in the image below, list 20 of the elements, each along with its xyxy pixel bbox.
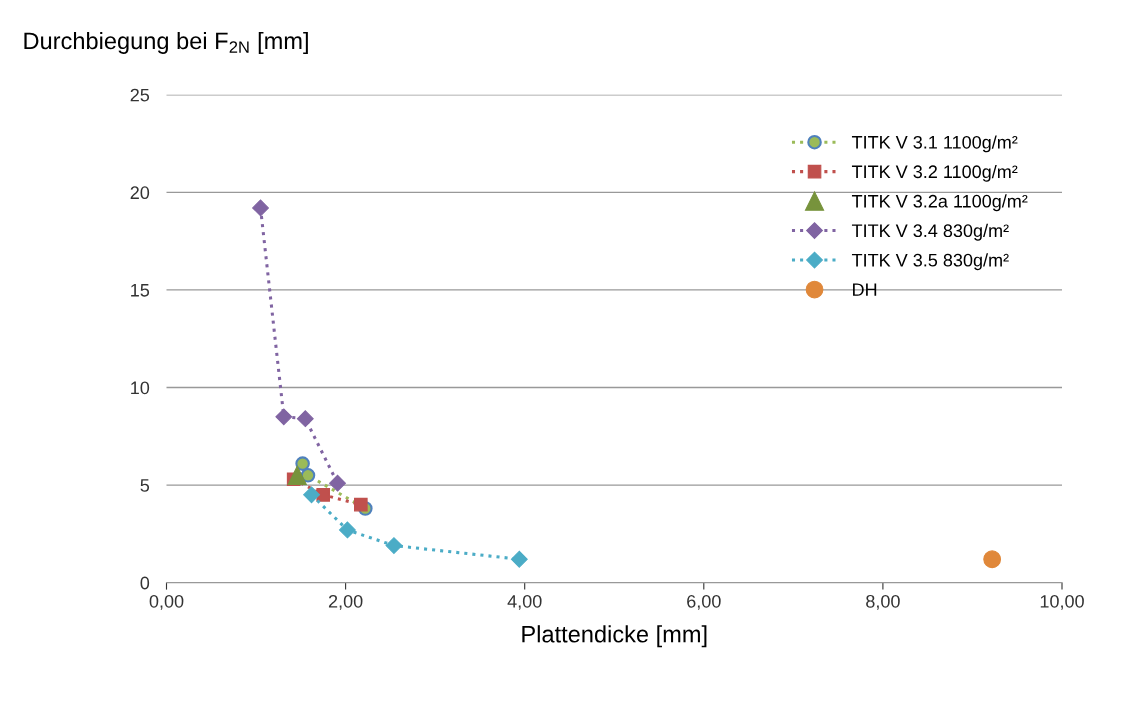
x-tick-label: 6,00 bbox=[687, 594, 721, 610]
x-axis-title: Plattendicke [mm] bbox=[522, 625, 707, 648]
y-tick-label: 0 bbox=[140, 576, 150, 590]
x-tick-label: 0,00 bbox=[149, 594, 184, 610]
y-tick-label: 5 bbox=[140, 479, 150, 492]
legend-label: TITK V 3.1 1100g/m² bbox=[851, 135, 1018, 153]
y-tick-label: 25 bbox=[130, 88, 150, 102]
y-tick-label: 20 bbox=[130, 186, 150, 200]
legend-label: TITK V 3.4 830g/m² bbox=[851, 223, 1009, 241]
x-tick-label: 10,00 bbox=[1040, 594, 1084, 610]
legend-label: DH bbox=[853, 283, 877, 296]
legend-label: TITK V 3.5 830g/m² bbox=[851, 253, 1009, 271]
legend-label: TITK V 3.2 1100g/m² bbox=[851, 164, 1018, 182]
x-tick-label: 2,00 bbox=[328, 594, 363, 610]
y-axis-title: Durchbiegung bei F$_{2N}$ [mm] bbox=[24, 31, 308, 54]
x-tick-label: 4,00 bbox=[507, 594, 542, 610]
y-tick-label: 10 bbox=[131, 381, 150, 395]
legend-label: TITK V 3.2a 1100g/m² bbox=[851, 194, 1028, 212]
x-tick-label: 8,00 bbox=[866, 594, 900, 610]
y-tick-label: 15 bbox=[131, 284, 150, 297]
